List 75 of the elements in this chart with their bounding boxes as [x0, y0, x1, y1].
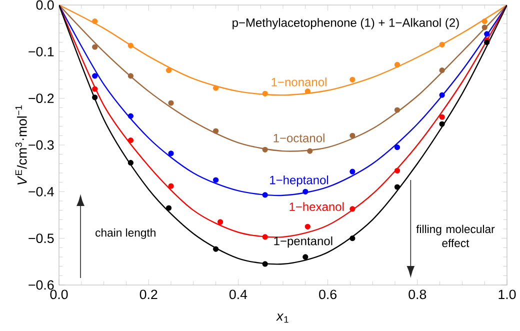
x-tick-label: 0.6 — [319, 290, 336, 300]
series-label: 1−heptanol — [270, 175, 328, 187]
point — [304, 224, 310, 230]
point — [128, 160, 134, 166]
point — [350, 236, 356, 242]
point — [128, 138, 134, 144]
point — [484, 40, 490, 46]
series-label: 1−pentanol — [274, 236, 332, 248]
y-tick-label: −0.5 — [28, 234, 54, 244]
point — [350, 206, 356, 212]
point — [213, 128, 219, 134]
point — [304, 88, 310, 94]
annotation: chain length — [96, 228, 156, 239]
point — [166, 205, 172, 211]
point — [128, 73, 134, 79]
point — [394, 168, 400, 174]
point — [394, 184, 400, 190]
point — [484, 31, 490, 37]
point — [439, 92, 445, 98]
x-tick-label: 0.0 — [50, 290, 68, 300]
point — [128, 42, 134, 48]
series-label: 1−nonanol — [272, 78, 326, 86]
y-tick-label: −0.2 — [28, 94, 54, 104]
point — [307, 148, 313, 154]
point — [439, 121, 445, 127]
point — [92, 73, 98, 79]
point — [262, 234, 268, 240]
point — [394, 107, 400, 113]
point — [213, 246, 219, 252]
text: p−Methylacetophenone (1) + 1−Alkanol (2) — [232, 18, 459, 30]
point — [168, 150, 174, 156]
point — [213, 177, 219, 183]
point — [168, 100, 174, 106]
y-axis-title: V$^{E}$/cm$^{3}$·mol$^{−1}$ — [15, 105, 27, 185]
point — [394, 62, 400, 68]
series-label: 1−octanol — [274, 134, 324, 142]
point — [92, 86, 98, 92]
y-tick-label: −0.3 — [28, 140, 54, 150]
line-series — [59, 5, 507, 152]
annotation: filling molecular effect — [416, 224, 495, 248]
point — [439, 68, 445, 74]
x-tick-label: 0.8 — [408, 290, 426, 300]
point — [350, 76, 356, 82]
point — [262, 192, 268, 198]
point — [92, 44, 98, 50]
point — [92, 94, 98, 100]
point — [217, 219, 224, 225]
y-tick-label: −0.6 — [28, 280, 54, 290]
series-label: 1−hexanol — [290, 202, 344, 212]
point — [439, 114, 445, 120]
x-tick-label: 0.4 — [229, 290, 248, 300]
point — [128, 113, 134, 119]
point — [262, 261, 268, 267]
line-series — [59, 5, 507, 96]
point — [439, 42, 445, 48]
point — [350, 132, 356, 138]
x-axis-title: x$_{1}$ — [276, 314, 288, 323]
point — [302, 188, 308, 194]
point — [92, 18, 98, 24]
point — [213, 85, 219, 91]
point — [168, 183, 174, 189]
point — [482, 24, 488, 30]
point — [302, 254, 308, 260]
point — [262, 90, 268, 96]
y-tick-label: −0.4 — [28, 186, 54, 196]
x-tick-label: 1.0 — [498, 290, 516, 300]
point — [394, 144, 400, 150]
line-series — [59, 5, 507, 196]
point — [262, 146, 268, 152]
point — [482, 18, 488, 24]
point — [166, 68, 172, 74]
y-tick-label: −0.1 — [28, 46, 54, 56]
point — [350, 168, 356, 174]
y-tick-label: 0.0 — [36, 0, 54, 10]
x-tick-label: 0.2 — [140, 290, 158, 300]
